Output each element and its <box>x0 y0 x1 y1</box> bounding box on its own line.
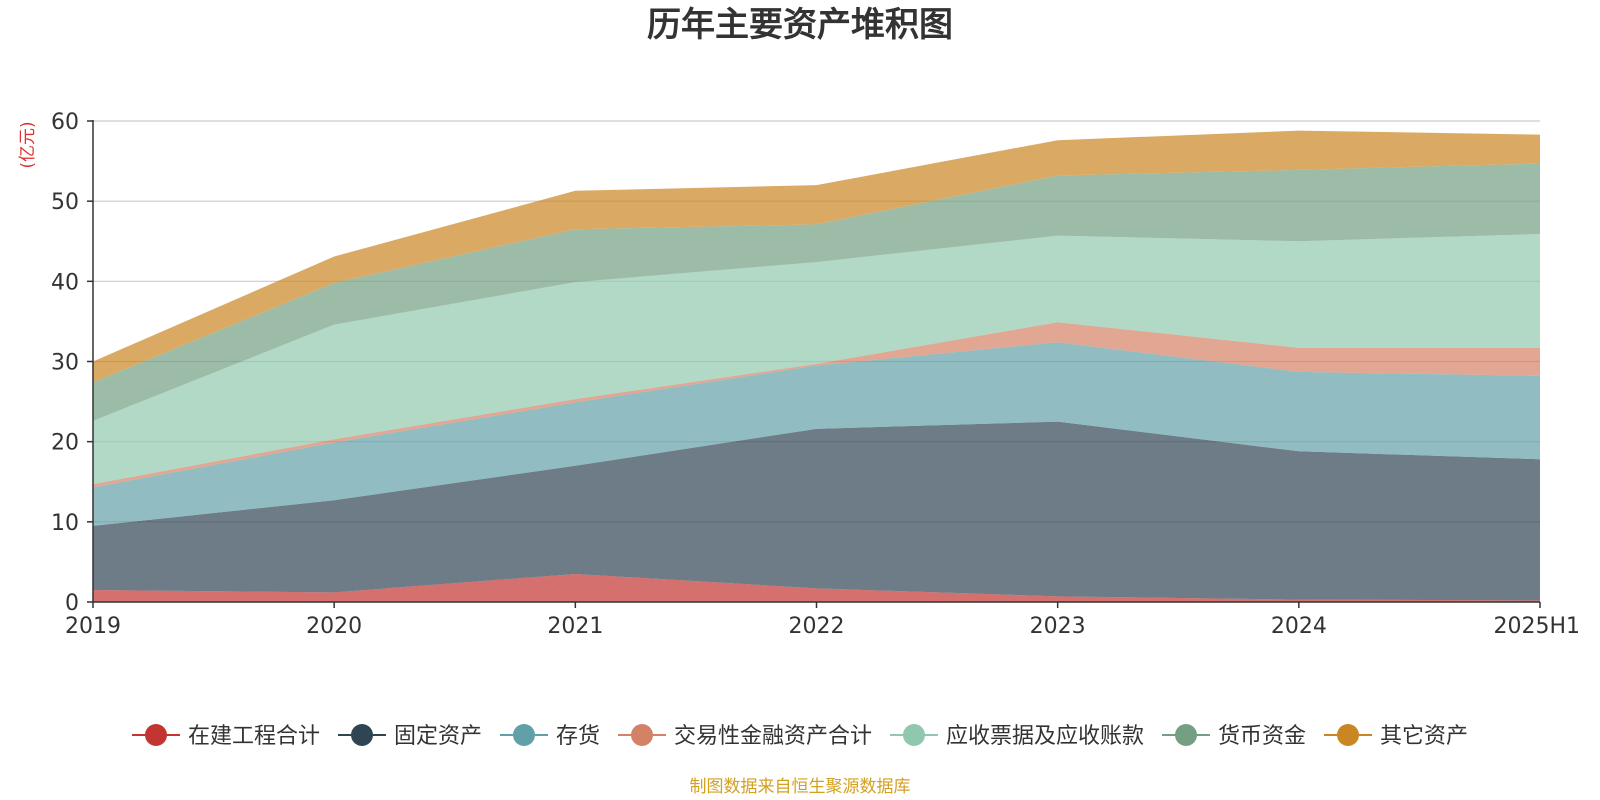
legend[interactable]: 在建工程合计 固定资产 存货 交易性金融资产合计 应收票据及应收账款 货币资金 其它资产 <box>132 724 1468 749</box>
area-series-group <box>93 130 1540 602</box>
legend-item-6[interactable]: 其它资产 <box>1324 724 1468 749</box>
legend-marker-icon <box>351 724 373 746</box>
legend-item-3[interactable]: 交易性金融资产合计 <box>618 724 872 749</box>
legend-label: 固定资产 <box>394 724 482 749</box>
x-tick-label: 2019 <box>65 614 121 639</box>
area-series-1[interactable] <box>93 421 1540 601</box>
y-tick-label: 10 <box>51 511 79 536</box>
y-tick-label: 0 <box>65 591 79 616</box>
area-series-2[interactable] <box>93 342 1540 526</box>
legend-item-5[interactable]: 货币资金 <box>1162 724 1306 749</box>
legend-marker-icon <box>1175 724 1197 746</box>
legend-marker-icon <box>903 724 925 746</box>
y-tick-label: 50 <box>51 190 79 215</box>
legend-label: 存货 <box>556 724 600 749</box>
x-tick-label: 2020 <box>306 614 362 639</box>
y-tick-label: 20 <box>51 431 79 456</box>
legend-label: 货币资金 <box>1218 724 1306 749</box>
y-tick-label: 40 <box>51 270 79 295</box>
area-series-5[interactable] <box>93 163 1540 421</box>
y-tick-label: 60 <box>51 110 79 135</box>
legend-label: 在建工程合计 <box>188 724 320 749</box>
legend-marker-icon <box>145 724 167 746</box>
legend-label: 其它资产 <box>1380 724 1468 749</box>
legend-label: 交易性金融资产合计 <box>674 724 872 749</box>
legend-item-1[interactable]: 固定资产 <box>338 724 482 749</box>
x-tick-label: 2021 <box>547 614 603 639</box>
legend-item-2[interactable]: 存货 <box>500 724 600 749</box>
legend-marker-icon <box>513 724 535 746</box>
axes: 0 10 20 30 40 50 60 2019 2020 2021 2022 2023 2024 202… <box>51 110 1580 639</box>
x-tick-label: 2023 <box>1030 614 1086 639</box>
legend-marker-icon <box>631 724 653 746</box>
legend-item-4[interactable]: 应收票据及应收账款 <box>890 724 1144 749</box>
area-series-0[interactable] <box>93 573 1540 602</box>
x-tick-label: 2022 <box>789 614 845 639</box>
y-tick-label: 30 <box>51 351 79 376</box>
legend-label: 应收票据及应收账款 <box>946 724 1144 749</box>
area-series-4[interactable] <box>93 234 1540 485</box>
legend-item-0[interactable]: 在建工程合计 <box>132 724 320 749</box>
x-tick-label: 2025H1 <box>1493 614 1580 639</box>
legend-marker-icon <box>1337 724 1359 746</box>
x-tick-label: 2024 <box>1271 614 1327 639</box>
y-axis-unit-label: (亿元) <box>18 121 38 168</box>
area-series-6[interactable] <box>93 130 1540 383</box>
source-note: 制图数据来自恒生聚源数据库 <box>690 777 911 797</box>
chart-title: 历年主要资产堆积图 <box>647 5 953 45</box>
